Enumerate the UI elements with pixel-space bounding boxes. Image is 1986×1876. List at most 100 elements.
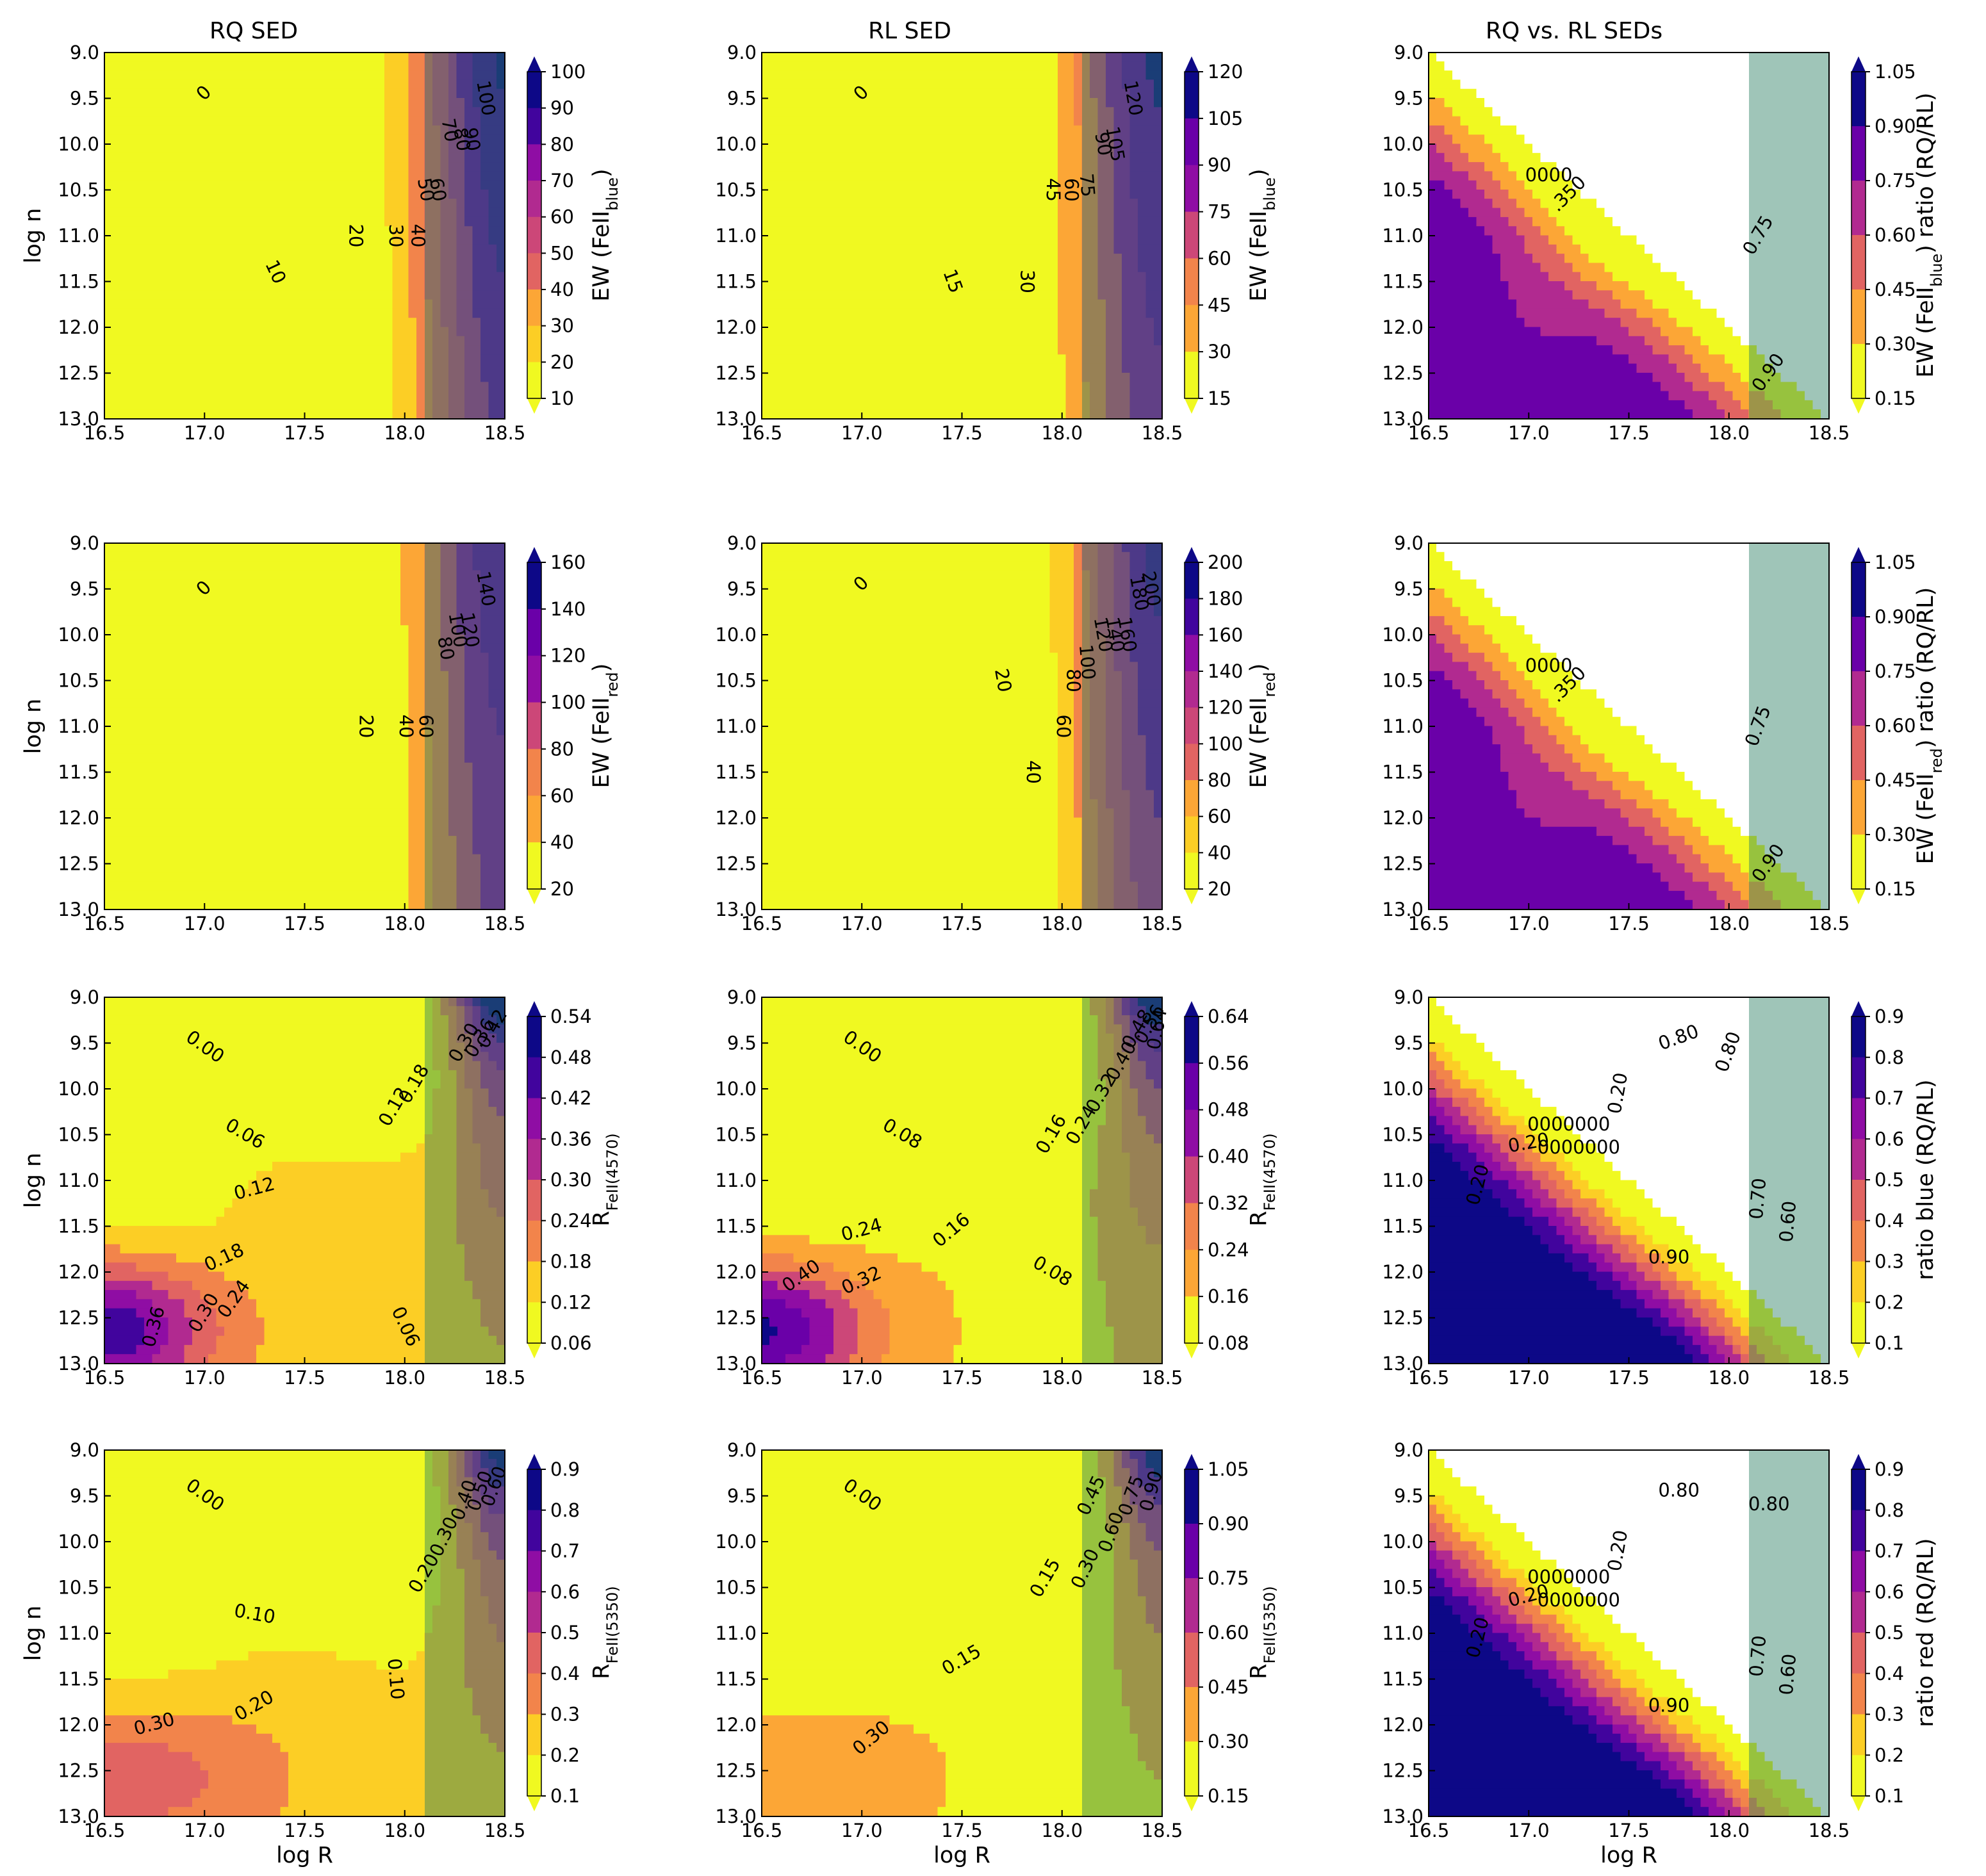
contour-cell bbox=[1580, 125, 1589, 136]
contour-cell bbox=[160, 171, 169, 181]
contour-cell bbox=[882, 88, 890, 99]
contour-cell bbox=[817, 79, 826, 90]
contour-cell bbox=[817, 125, 826, 136]
contour-cell bbox=[914, 263, 923, 273]
contour-cell bbox=[1154, 373, 1162, 383]
contour-cell bbox=[1444, 409, 1453, 419]
contour-cell bbox=[344, 373, 353, 383]
contour-cell bbox=[769, 308, 778, 319]
contour-cell bbox=[464, 180, 473, 190]
contour-cell bbox=[240, 299, 249, 309]
contour-cell bbox=[464, 79, 473, 90]
contour-cell bbox=[1001, 79, 1010, 90]
contour-cell bbox=[769, 162, 778, 172]
contour-cell bbox=[1508, 308, 1517, 319]
contour-cell bbox=[1017, 116, 1026, 126]
contour-cell bbox=[1145, 79, 1154, 90]
contour-cell bbox=[1476, 180, 1485, 190]
contour-cell bbox=[352, 272, 361, 282]
contour-cell bbox=[841, 327, 850, 337]
contour-cell bbox=[304, 79, 313, 90]
contour-cell bbox=[392, 226, 401, 236]
contour-cell bbox=[1090, 226, 1099, 236]
contour-cell bbox=[882, 216, 890, 227]
contour-cell bbox=[1564, 88, 1573, 99]
contour-cell bbox=[1436, 373, 1445, 383]
contour-cell bbox=[200, 373, 209, 383]
contour-cell bbox=[1074, 327, 1083, 337]
contour-cell bbox=[416, 391, 425, 401]
contour-cell bbox=[488, 345, 497, 355]
contour-cell bbox=[344, 254, 353, 264]
contour-cell bbox=[1026, 135, 1035, 145]
contour-cell bbox=[304, 400, 313, 411]
contour-cell bbox=[1556, 373, 1565, 383]
y-tick-label: 9.5 bbox=[70, 88, 99, 110]
contour-cell bbox=[882, 336, 890, 347]
contour-cell bbox=[200, 354, 209, 364]
contour-cell bbox=[833, 299, 842, 309]
contour-cell bbox=[1058, 345, 1067, 355]
contour-cell bbox=[1065, 391, 1074, 401]
contour-cell bbox=[1460, 308, 1469, 319]
contour-cell bbox=[1113, 88, 1122, 99]
contour-cell bbox=[1097, 199, 1106, 209]
contour-cell bbox=[1049, 235, 1058, 245]
contour-cell bbox=[769, 208, 778, 218]
contour-cell bbox=[1106, 208, 1115, 218]
colorbar-segment bbox=[1185, 211, 1199, 259]
contour-cell bbox=[1122, 152, 1131, 163]
contour-cell bbox=[176, 363, 185, 373]
contour-cell bbox=[288, 70, 297, 81]
contour-cell bbox=[400, 235, 409, 245]
contour-cell bbox=[168, 143, 177, 154]
contour-cell bbox=[1065, 88, 1074, 99]
contour-cell bbox=[1154, 70, 1162, 81]
contour-cell bbox=[921, 235, 930, 245]
contour-cell bbox=[280, 254, 289, 264]
contour-cell bbox=[480, 162, 489, 172]
contour-cell bbox=[320, 290, 329, 300]
contour-cell bbox=[969, 363, 978, 373]
contour-cell bbox=[104, 61, 113, 72]
contour-cell bbox=[914, 336, 923, 347]
contour-cell bbox=[336, 98, 345, 108]
contour-cell bbox=[456, 336, 465, 347]
contour-cell bbox=[248, 61, 257, 72]
contour-cell bbox=[112, 135, 121, 145]
contour-cell bbox=[1492, 125, 1501, 136]
contour-cell bbox=[1452, 107, 1461, 117]
contour-cell bbox=[1468, 208, 1477, 218]
contour-cell bbox=[224, 70, 233, 81]
contour-cell bbox=[1017, 235, 1026, 245]
contour-cell bbox=[456, 391, 465, 401]
contour-cell bbox=[962, 152, 971, 163]
contour-cell bbox=[184, 409, 193, 419]
contour-cell bbox=[1540, 53, 1549, 62]
contour-cell bbox=[825, 152, 834, 163]
contour-cell bbox=[312, 391, 321, 401]
contour-cell bbox=[1508, 116, 1517, 126]
contour-cell bbox=[344, 263, 353, 273]
contour-cell bbox=[104, 272, 113, 282]
contour-cell bbox=[224, 272, 233, 282]
contour-cell bbox=[280, 409, 289, 419]
contour-cell bbox=[1081, 235, 1090, 245]
contour-cell bbox=[1444, 107, 1453, 117]
contour-cell bbox=[424, 98, 433, 108]
contour-cell bbox=[1001, 208, 1010, 218]
contour-cell bbox=[1429, 135, 1437, 145]
contour-cell bbox=[416, 345, 425, 355]
contour-cell bbox=[1429, 88, 1437, 99]
contour-cell bbox=[112, 391, 121, 401]
contour-cell bbox=[1436, 391, 1445, 401]
contour-cell bbox=[1588, 61, 1597, 72]
contour-cell bbox=[1026, 61, 1035, 72]
contour-cell bbox=[224, 162, 233, 172]
contour-cell bbox=[1444, 135, 1453, 145]
contour-cell bbox=[953, 226, 962, 236]
contour-cell bbox=[152, 308, 161, 319]
contour-cell bbox=[937, 190, 946, 200]
contour-cell bbox=[889, 88, 898, 99]
contour-cell bbox=[200, 135, 209, 145]
